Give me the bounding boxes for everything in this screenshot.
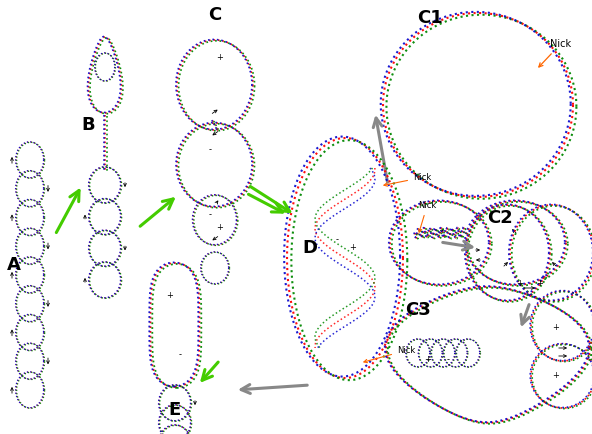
Text: D: D	[303, 239, 317, 257]
Text: +: +	[517, 279, 523, 287]
Text: -: -	[446, 355, 449, 365]
Text: Nick: Nick	[539, 39, 571, 67]
Text: Nick: Nick	[384, 173, 431, 186]
Text: +: +	[536, 279, 543, 287]
Text: -: -	[208, 145, 211, 155]
Text: B: B	[81, 116, 95, 134]
Text: Nick: Nick	[364, 346, 415, 363]
Text: -: -	[179, 351, 182, 359]
Text: +: +	[552, 323, 559, 332]
Text: +: +	[166, 290, 173, 299]
Text: +: +	[552, 372, 559, 381]
Text: C: C	[208, 6, 221, 24]
Text: -: -	[208, 210, 211, 220]
Text: C2: C2	[487, 209, 513, 227]
Text: +: +	[217, 224, 223, 233]
Text: C1: C1	[417, 9, 443, 27]
Text: +: +	[424, 355, 432, 365]
Text: +: +	[217, 53, 223, 62]
Text: -: -	[336, 236, 339, 244]
Text: E: E	[169, 401, 181, 419]
Text: Nick: Nick	[418, 201, 436, 232]
Text: C3: C3	[405, 301, 431, 319]
Text: A: A	[7, 256, 21, 274]
Text: +: +	[349, 243, 356, 253]
